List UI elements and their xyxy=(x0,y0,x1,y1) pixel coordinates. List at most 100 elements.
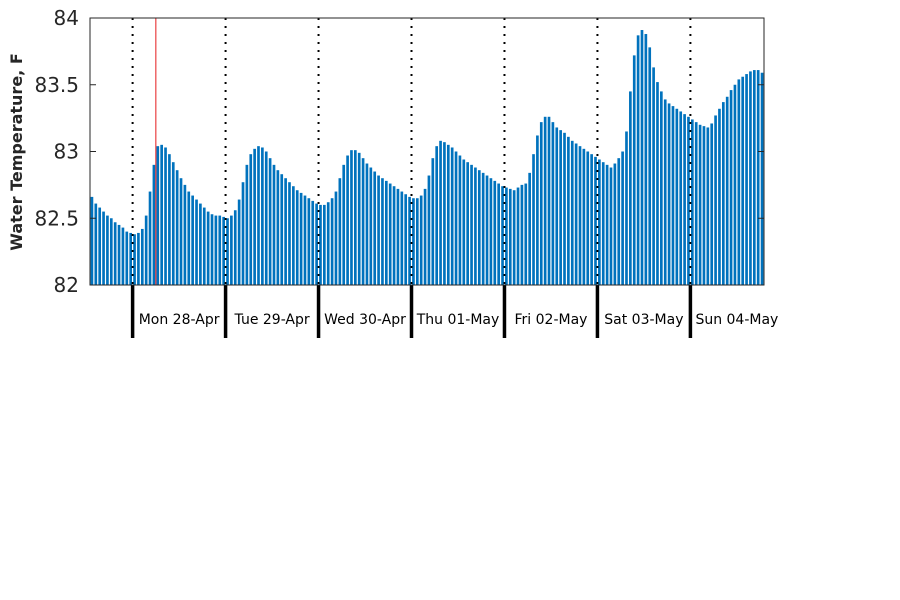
temperature-bar xyxy=(276,170,280,285)
temperature-bar xyxy=(133,234,136,285)
temperature-bar xyxy=(636,35,640,285)
temperature-bar xyxy=(450,147,454,285)
temperature-bar xyxy=(605,164,609,285)
temperature-bar xyxy=(233,210,237,285)
temperature-bar xyxy=(555,127,559,285)
temperature-bar xyxy=(183,184,187,286)
temperature-bar xyxy=(524,183,528,285)
temperature-bar xyxy=(485,175,489,285)
temperature-bar xyxy=(454,151,458,285)
temperature-bar xyxy=(640,30,644,285)
temperature-bar xyxy=(458,155,462,285)
temperature-bar xyxy=(361,158,365,285)
temperature-bar xyxy=(567,136,570,285)
temperature-bar xyxy=(423,188,427,285)
temperature-bar xyxy=(342,164,346,285)
temperature-bar xyxy=(683,114,686,286)
y-tick-label: 83 xyxy=(54,140,79,164)
temperature-bar xyxy=(377,175,380,285)
temperature-bar xyxy=(404,194,408,285)
temperature-bar xyxy=(218,215,222,285)
temperature-bar xyxy=(512,190,516,285)
temperature-bar xyxy=(582,148,586,285)
temperature-bar xyxy=(365,163,369,285)
temperature-bar xyxy=(195,199,198,285)
temperature-bar xyxy=(408,196,411,285)
temperature-bar xyxy=(295,190,299,285)
temperature-bar xyxy=(237,199,241,285)
temperature-bar xyxy=(400,191,404,285)
temperature-bar xyxy=(268,158,272,285)
temperature-bar xyxy=(427,175,431,285)
temperature-bar xyxy=(98,207,102,285)
temperature-bar xyxy=(125,231,129,285)
temperature-bar xyxy=(140,228,144,285)
temperature-bar xyxy=(307,198,311,285)
temperature-bar xyxy=(168,154,171,285)
temperature-bar xyxy=(121,227,125,285)
temperature-bar xyxy=(632,55,636,285)
temperature-bar xyxy=(94,203,98,285)
temperature-bar xyxy=(741,76,745,286)
temperature-bar xyxy=(303,195,307,285)
temperature-bar xyxy=(323,204,326,285)
temperature-bar xyxy=(551,122,555,285)
temperature-bar xyxy=(144,215,148,285)
temperature-bar xyxy=(113,222,117,285)
temperature-bar xyxy=(625,131,628,285)
temperature-bar xyxy=(241,182,245,285)
temperature-bar xyxy=(505,187,508,285)
temperature-bar xyxy=(497,183,500,285)
temperature-bar xyxy=(164,147,167,285)
temperature-bar xyxy=(613,163,617,285)
temperature-bar xyxy=(609,167,613,285)
temperature-bar xyxy=(257,146,260,285)
temperature-bar xyxy=(117,224,121,285)
temperature-bar xyxy=(466,162,470,285)
temperature-bar xyxy=(710,123,714,285)
temperature-bar xyxy=(369,167,373,285)
temperature-bar xyxy=(206,211,210,285)
temperature-bar xyxy=(733,84,737,285)
temperature-bar xyxy=(470,164,473,285)
temperature-bar xyxy=(706,127,710,285)
temperature-bar xyxy=(315,203,318,285)
temperature-bar xyxy=(264,151,268,285)
temperature-bar xyxy=(415,198,419,285)
temperature-bar xyxy=(171,162,175,285)
temperature-bar xyxy=(756,70,760,285)
temperature-bar xyxy=(698,124,702,285)
temperature-bar xyxy=(137,232,140,285)
temperature-bar xyxy=(202,207,206,285)
temperature-bar xyxy=(644,34,648,285)
temperature-bar xyxy=(261,147,264,285)
temperature-bar xyxy=(532,154,535,285)
temperature-bar xyxy=(574,143,578,285)
temperature-bar xyxy=(396,188,400,285)
temperature-bar xyxy=(392,186,396,285)
temperature-bar xyxy=(253,148,256,285)
temperature-bar xyxy=(547,116,551,285)
y-tick-label: 84 xyxy=(54,6,79,30)
temperature-bar xyxy=(570,140,574,285)
temperature-bar xyxy=(694,122,698,285)
temperature-bar xyxy=(598,159,601,285)
temperature-bar xyxy=(106,215,109,285)
temperature-bar xyxy=(474,167,477,285)
temperature-bar xyxy=(528,172,531,285)
temperature-bar xyxy=(179,178,183,285)
temperature-bar xyxy=(284,178,287,285)
temperature-bar xyxy=(435,146,439,285)
temperature-bar xyxy=(152,164,156,285)
temperature-bar xyxy=(629,91,632,285)
temperature-bar xyxy=(350,150,353,285)
temperature-bar xyxy=(559,130,562,285)
y-tick-label: 82.5 xyxy=(34,206,79,230)
temperature-bar xyxy=(156,146,160,285)
temperature-bar xyxy=(191,195,194,285)
temperature-bar xyxy=(516,187,520,285)
temperature-bar xyxy=(663,99,667,286)
day-label: Thu 01-May xyxy=(416,312,500,328)
temperature-bar xyxy=(687,116,690,285)
temperature-bar xyxy=(148,191,152,285)
